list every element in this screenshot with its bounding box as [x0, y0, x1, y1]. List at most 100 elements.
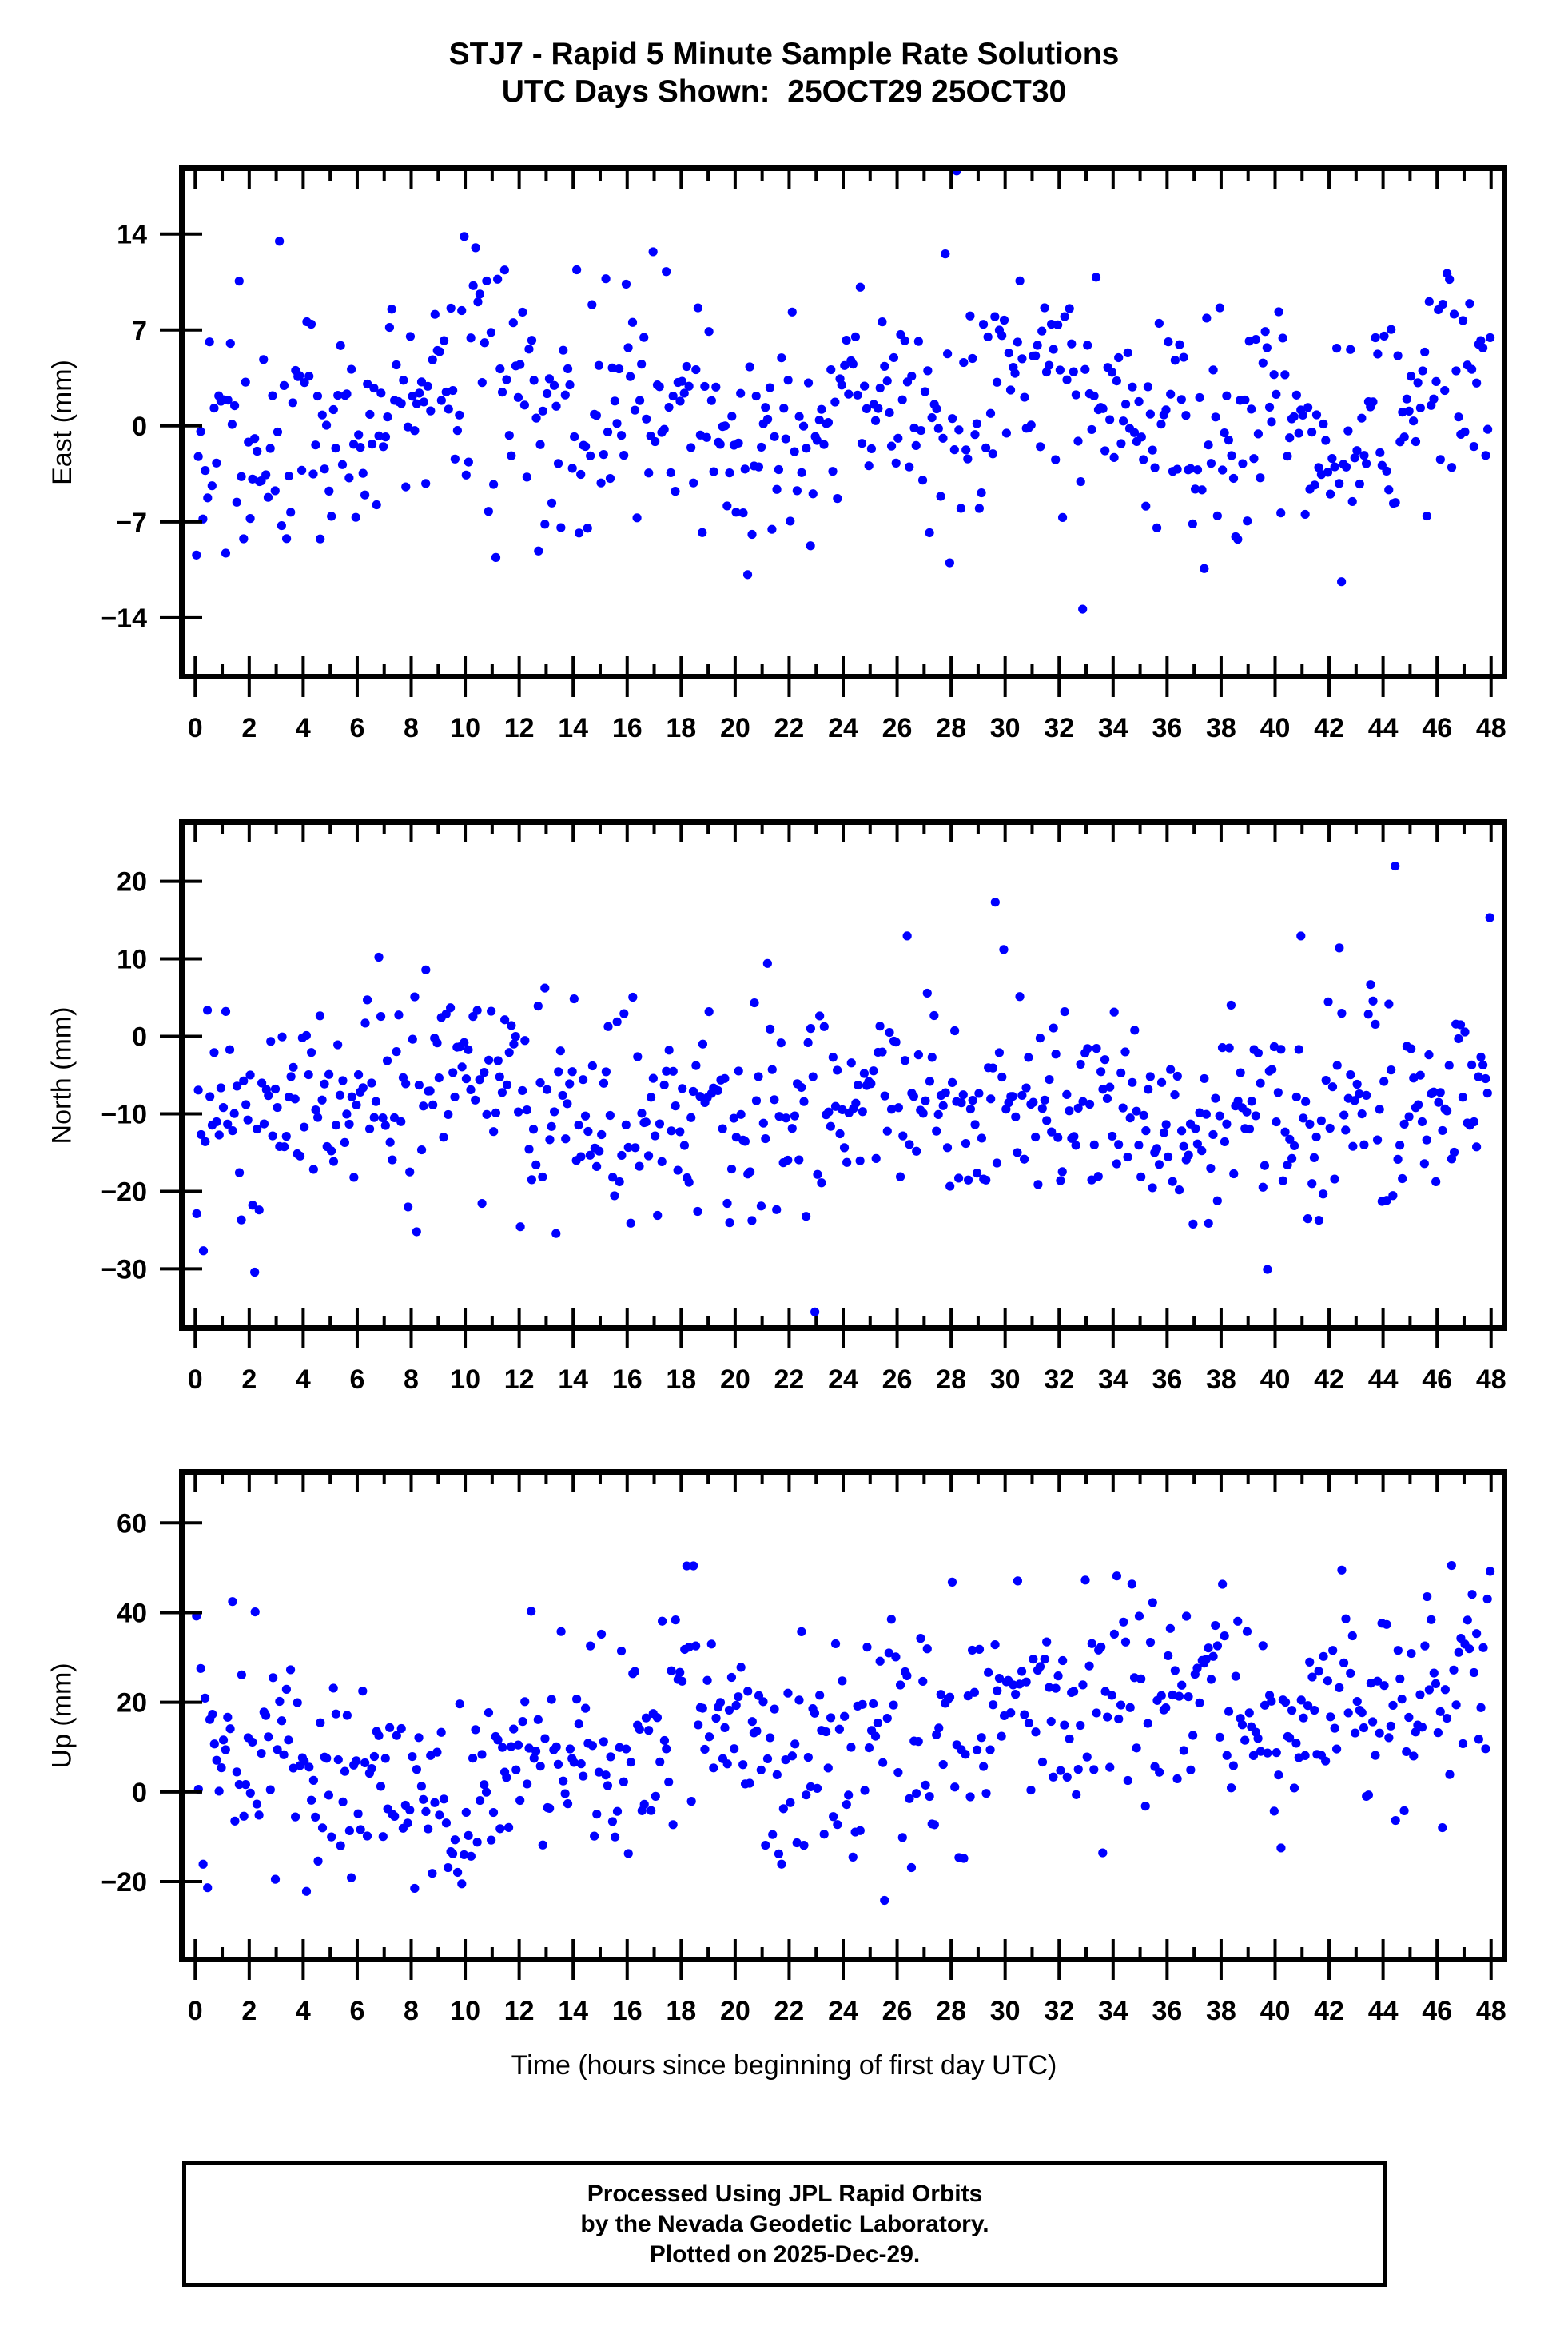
x-axis-ticks	[193, 171, 1493, 697]
data-point	[762, 414, 773, 424]
data-point	[1168, 1177, 1177, 1186]
data-point	[455, 410, 464, 420]
data-point	[385, 1137, 395, 1147]
data-point	[595, 1146, 604, 1156]
data-point	[642, 414, 651, 424]
data-point	[1467, 1590, 1477, 1599]
data-point	[693, 303, 703, 313]
data-point	[374, 1731, 384, 1740]
data-point	[1105, 1762, 1115, 1772]
data-point	[1424, 1050, 1434, 1060]
data-point	[239, 534, 249, 544]
data-point	[668, 1820, 678, 1830]
data-point	[799, 1841, 809, 1850]
data-point	[520, 1697, 530, 1707]
data-point	[1424, 1685, 1434, 1695]
data-point	[1478, 1643, 1488, 1652]
data-point	[484, 1707, 494, 1718]
data-point	[333, 1040, 343, 1050]
data-point	[641, 1117, 651, 1127]
data-point	[725, 1218, 734, 1228]
data-point	[1132, 1743, 1141, 1753]
data-point	[1089, 1140, 1099, 1149]
data-point	[1006, 1708, 1016, 1718]
data-point	[392, 1731, 401, 1740]
data-point	[840, 360, 850, 370]
data-point	[1454, 412, 1463, 422]
data-point	[777, 1859, 786, 1869]
data-point	[897, 1833, 907, 1842]
data-point	[626, 372, 635, 381]
data-point	[610, 396, 619, 406]
data-point	[1021, 1677, 1031, 1687]
data-point	[484, 1055, 494, 1065]
data-point	[664, 402, 674, 412]
data-point	[1215, 1732, 1224, 1742]
data-point	[1445, 274, 1455, 285]
data-point	[1458, 1739, 1468, 1749]
data-point	[1049, 345, 1058, 354]
data-point	[1357, 1109, 1367, 1119]
data-point	[921, 1096, 930, 1105]
data-point	[1033, 341, 1042, 350]
data-point	[1200, 1073, 1209, 1084]
data-point	[333, 1754, 343, 1765]
data-point	[885, 1028, 894, 1038]
data-point	[394, 1010, 404, 1020]
data-point	[232, 497, 241, 507]
data-point	[1123, 348, 1132, 357]
data-point	[288, 398, 297, 408]
data-point	[626, 1758, 635, 1767]
data-point	[306, 319, 316, 329]
data-point	[938, 433, 948, 443]
data-point	[1105, 1082, 1115, 1092]
data-point	[1132, 1106, 1141, 1116]
data-point	[1326, 489, 1335, 499]
data-point	[833, 494, 842, 504]
data-point	[576, 1152, 586, 1161]
data-point	[313, 1856, 323, 1866]
data-point	[1393, 351, 1403, 360]
data-point	[885, 408, 894, 418]
data-point	[410, 1883, 420, 1894]
data-point	[1201, 1109, 1211, 1119]
data-point	[196, 1663, 205, 1673]
data-point	[1114, 1140, 1124, 1149]
data-point	[1159, 1128, 1169, 1137]
data-point	[392, 1047, 401, 1057]
data-point	[228, 1597, 237, 1607]
data-point	[1429, 1087, 1439, 1097]
data-point	[700, 381, 710, 392]
data-point	[869, 1066, 878, 1076]
data-point	[331, 1709, 341, 1719]
data-point	[601, 1770, 611, 1780]
data-point	[1031, 351, 1041, 360]
data-point	[426, 406, 436, 416]
data-point	[1438, 1822, 1447, 1833]
data-point	[428, 355, 437, 364]
data-point	[412, 1765, 421, 1774]
data-point	[842, 1157, 852, 1167]
data-point	[1422, 1135, 1431, 1145]
data-point	[938, 1101, 948, 1110]
data-point	[597, 1129, 607, 1140]
data-point	[1247, 404, 1256, 414]
data-point	[482, 276, 491, 286]
data-point	[269, 1673, 278, 1683]
data-point	[994, 1673, 1005, 1683]
data-point	[549, 380, 559, 390]
x-tick-label: 24	[828, 713, 858, 743]
data-point	[815, 1011, 825, 1021]
data-point	[1323, 997, 1333, 1006]
plot-frame	[179, 165, 1507, 679]
data-point	[722, 501, 732, 511]
data-point	[1415, 1070, 1425, 1080]
data-point	[747, 1216, 757, 1225]
data-point	[518, 307, 527, 317]
data-point	[1280, 370, 1290, 380]
data-point	[376, 1782, 386, 1791]
data-point	[304, 372, 314, 381]
data-point	[1404, 406, 1414, 416]
data-point	[504, 1048, 514, 1057]
data-point	[1435, 1707, 1445, 1716]
